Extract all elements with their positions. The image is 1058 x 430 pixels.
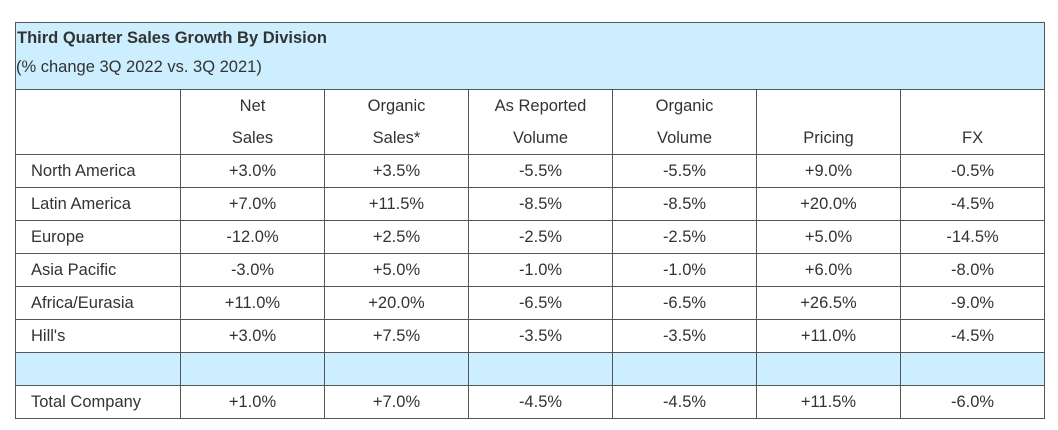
- table-cell: -1.0%: [612, 253, 757, 287]
- spacer-cell: [612, 352, 757, 386]
- table-cell: -4.5%: [899, 319, 1046, 353]
- table-cell: -4.5%: [612, 385, 757, 419]
- table-cell: +7.0%: [180, 187, 325, 221]
- column-header-line2: [16, 122, 180, 154]
- column-header-line1: [16, 90, 180, 122]
- spacer-cell: [324, 352, 469, 386]
- table-cell: +7.0%: [324, 385, 469, 419]
- table-row: Europe -12.0% +2.5% -2.5% -2.5% +5.0% -14.5%: [15, 220, 1046, 254]
- spacer-cell: [180, 352, 325, 386]
- table-cell: +11.5%: [324, 187, 469, 221]
- row-label: Europe: [15, 220, 181, 254]
- row-label: Total Company: [15, 385, 181, 419]
- title-cell: Third Quarter Sales Growth By Division (…: [14, 22, 1046, 90]
- table-cell: +20.0%: [324, 286, 469, 320]
- column-header: Net Sales: [180, 89, 325, 155]
- table-cell: -3.0%: [180, 253, 325, 287]
- row-label: North America: [15, 154, 181, 188]
- table-cell: -4.5%: [468, 385, 613, 419]
- spacer-cell: [756, 352, 901, 386]
- row-label: Asia Pacific: [15, 253, 181, 287]
- table-cell: +20.0%: [756, 187, 901, 221]
- spacer-cell: [468, 352, 613, 386]
- table-cell: -3.5%: [468, 319, 613, 353]
- table-cell: +11.0%: [756, 319, 901, 353]
- table-body: North America +3.0% +3.5% -5.5% -5.5% +9.0% -0…: [15, 154, 1046, 419]
- table-row: Latin America +7.0% +11.5% -8.5% -8.5% +20.0%…: [15, 187, 1046, 221]
- table-row: Africa/Eurasia +11.0% +20.0% -6.5% -6.5% +26.…: [15, 286, 1046, 320]
- column-header: Organic Volume: [612, 89, 757, 155]
- row-label: Hill's: [15, 319, 181, 353]
- column-header: Pricing: [756, 89, 901, 155]
- table-cell: +3.0%: [180, 154, 325, 188]
- table-cell: -14.5%: [899, 220, 1046, 254]
- column-header-line1: As Reported: [494, 97, 587, 115]
- table-cell: -8.5%: [468, 187, 613, 221]
- column-header-line1: Organic: [367, 97, 426, 115]
- table-cell: +9.0%: [756, 154, 901, 188]
- table-cell: -9.0%: [899, 286, 1046, 320]
- table-cell: -4.5%: [899, 187, 1046, 221]
- table-cell: -2.5%: [468, 220, 613, 254]
- table-cell: +6.0%: [756, 253, 901, 287]
- table-cell: +2.5%: [324, 220, 469, 254]
- column-header: Organic Sales*: [324, 89, 469, 155]
- table-cell: -5.5%: [612, 154, 757, 188]
- table-cell: -6.5%: [612, 286, 757, 320]
- sales-growth-table-container: Third Quarter Sales Growth By Division (…: [14, 22, 1046, 419]
- table-cell: +5.0%: [756, 220, 901, 254]
- sales-growth-table: Third Quarter Sales Growth By Division (…: [14, 22, 1046, 419]
- table-cell: -5.5%: [468, 154, 613, 188]
- spacer-cell: [899, 352, 1046, 386]
- table-cell: +11.5%: [756, 385, 901, 419]
- column-header-line1: Organic: [655, 97, 714, 115]
- spacer-row: [15, 352, 1046, 386]
- table-cell: -2.5%: [612, 220, 757, 254]
- table-cell: +1.0%: [180, 385, 325, 419]
- table-row: Asia Pacific -3.0% +5.0% -1.0% -1.0% +6.0% -8.…: [15, 253, 1046, 287]
- table-cell: -3.5%: [612, 319, 757, 353]
- column-header-line2: Volume: [656, 129, 713, 147]
- column-header: As Reported Volume: [468, 89, 613, 155]
- column-header-row: Net Sales Organic Sales* As Reported Volume Or…: [15, 89, 1046, 155]
- spacer-cell: [15, 352, 181, 386]
- column-header-line2: Volume: [512, 129, 569, 147]
- column-header-line2: Sales*: [372, 129, 421, 147]
- table-row: North America +3.0% +3.5% -5.5% -5.5% +9.0% -0…: [15, 154, 1046, 188]
- table-row: Hill's +3.0% +7.5% -3.5% -3.5% +11.0% -4.5%: [15, 319, 1046, 353]
- table-cell: -8.0%: [899, 253, 1046, 287]
- table-cell: +3.5%: [324, 154, 469, 188]
- title-row: Third Quarter Sales Growth By Division (…: [14, 22, 1046, 90]
- column-header-line1: Net: [239, 97, 266, 115]
- table-cell: -6.0%: [899, 385, 1046, 419]
- total-row: Total Company +1.0% +7.0% -4.5% -4.5% +11.5% -…: [15, 385, 1046, 419]
- table-title: Third Quarter Sales Growth By Division: [17, 29, 327, 47]
- table-cell: +11.0%: [180, 286, 325, 320]
- table-cell: -6.5%: [468, 286, 613, 320]
- column-header-line1: [901, 90, 1044, 122]
- table-cell: -1.0%: [468, 253, 613, 287]
- column-header-line2: FX: [961, 129, 984, 147]
- table-cell: -8.5%: [612, 187, 757, 221]
- row-label: Africa/Eurasia: [15, 286, 181, 320]
- column-header: [15, 89, 181, 155]
- column-header-line1: [757, 90, 900, 122]
- table-cell: -0.5%: [899, 154, 1046, 188]
- table-cell: +26.5%: [756, 286, 901, 320]
- row-label: Latin America: [15, 187, 181, 221]
- table-subtitle: (% change 3Q 2022 vs. 3Q 2021): [16, 58, 262, 76]
- table-cell: +3.0%: [180, 319, 325, 353]
- column-header-line2: Pricing: [803, 129, 854, 147]
- column-header-line2: Sales: [231, 129, 274, 147]
- column-header: FX: [899, 89, 1046, 155]
- table-cell: +7.5%: [324, 319, 469, 353]
- table-cell: +5.0%: [324, 253, 469, 287]
- table-cell: -12.0%: [180, 220, 325, 254]
